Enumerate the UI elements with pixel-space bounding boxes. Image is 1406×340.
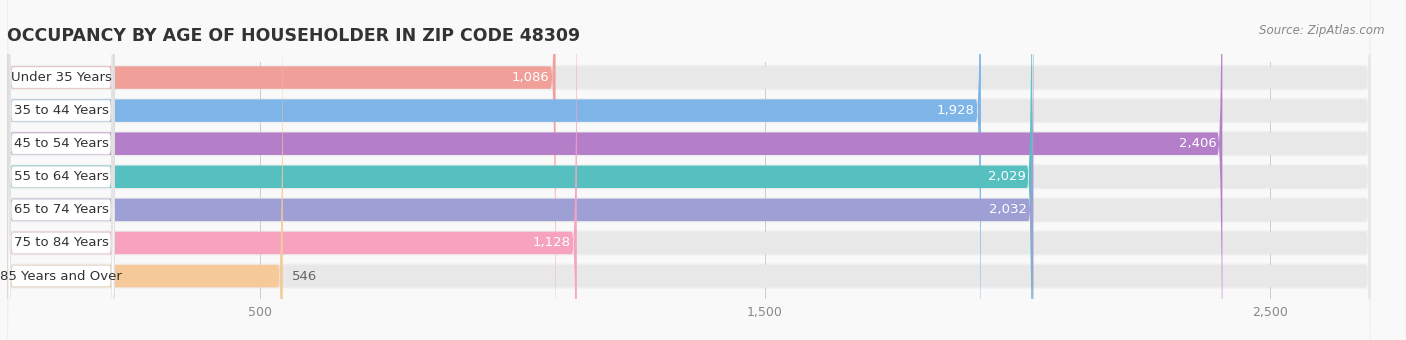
Text: 2,032: 2,032	[990, 203, 1028, 216]
FancyBboxPatch shape	[7, 0, 981, 340]
FancyBboxPatch shape	[7, 0, 1371, 340]
FancyBboxPatch shape	[7, 0, 1371, 340]
Text: OCCUPANCY BY AGE OF HOUSEHOLDER IN ZIP CODE 48309: OCCUPANCY BY AGE OF HOUSEHOLDER IN ZIP C…	[7, 27, 581, 45]
FancyBboxPatch shape	[8, 0, 114, 340]
Text: Under 35 Years: Under 35 Years	[11, 71, 111, 84]
FancyBboxPatch shape	[7, 0, 1371, 340]
FancyBboxPatch shape	[8, 0, 114, 340]
Text: 65 to 74 Years: 65 to 74 Years	[14, 203, 108, 216]
FancyBboxPatch shape	[8, 0, 114, 340]
Text: 45 to 54 Years: 45 to 54 Years	[14, 137, 108, 150]
FancyBboxPatch shape	[7, 24, 1371, 340]
FancyBboxPatch shape	[7, 0, 1371, 340]
FancyBboxPatch shape	[7, 0, 1371, 340]
Text: 1,128: 1,128	[533, 236, 571, 250]
FancyBboxPatch shape	[7, 0, 1371, 340]
FancyBboxPatch shape	[7, 0, 1371, 340]
FancyBboxPatch shape	[7, 0, 1371, 340]
FancyBboxPatch shape	[7, 0, 555, 340]
Text: 35 to 44 Years: 35 to 44 Years	[14, 104, 108, 117]
Text: 546: 546	[292, 270, 318, 283]
FancyBboxPatch shape	[7, 0, 576, 340]
FancyBboxPatch shape	[7, 0, 1033, 340]
Text: 55 to 64 Years: 55 to 64 Years	[14, 170, 108, 183]
FancyBboxPatch shape	[7, 0, 1371, 340]
Text: 2,406: 2,406	[1178, 137, 1216, 150]
Text: 1,086: 1,086	[512, 71, 550, 84]
Text: 75 to 84 Years: 75 to 84 Years	[14, 236, 108, 250]
FancyBboxPatch shape	[7, 0, 1371, 340]
FancyBboxPatch shape	[8, 0, 114, 340]
FancyBboxPatch shape	[7, 0, 1371, 340]
Text: Source: ZipAtlas.com: Source: ZipAtlas.com	[1260, 24, 1385, 37]
Text: 85 Years and Over: 85 Years and Over	[0, 270, 122, 283]
Text: 1,928: 1,928	[936, 104, 974, 117]
FancyBboxPatch shape	[7, 0, 1371, 340]
FancyBboxPatch shape	[7, 0, 1371, 330]
FancyBboxPatch shape	[7, 0, 1222, 340]
FancyBboxPatch shape	[7, 0, 1032, 340]
FancyBboxPatch shape	[8, 0, 114, 340]
FancyBboxPatch shape	[7, 0, 283, 340]
FancyBboxPatch shape	[8, 0, 114, 340]
FancyBboxPatch shape	[8, 0, 114, 340]
Text: 2,029: 2,029	[988, 170, 1026, 183]
